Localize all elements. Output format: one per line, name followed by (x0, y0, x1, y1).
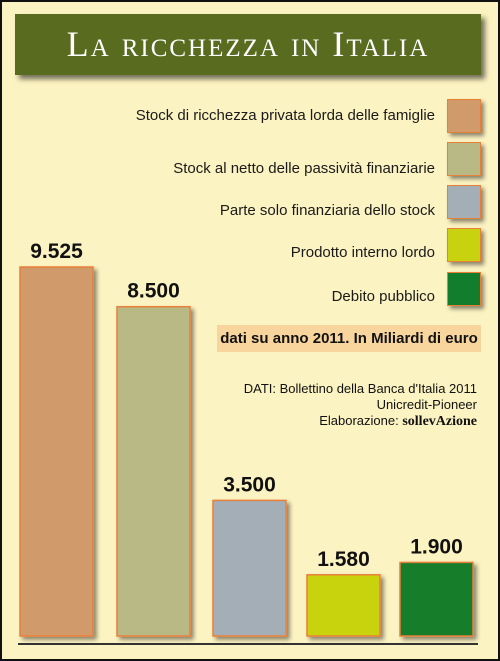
legend-swatch-public-debt (447, 272, 481, 306)
source-line-2: Unicredit-Pioneer (376, 397, 477, 412)
data-note: dati su anno 2011. In Miliardi di euro (217, 325, 481, 352)
legend-label-financial-part: Parte solo finanziaria dello stock (219, 202, 435, 219)
bar-gdp (306, 574, 381, 637)
bar-financial-part (212, 499, 287, 637)
legend-swatch-gross-wealth (447, 99, 481, 133)
legend-swatch-financial-part (447, 185, 481, 219)
credit-prefix: Elaborazione: (319, 413, 403, 428)
legend-label-public-debt: Debito pubblico (331, 288, 435, 305)
chart-title: La ricchezza in Italia (66, 24, 430, 64)
value-label-public-debt: 1.900 (410, 535, 463, 558)
legend-label-gross-wealth: Stock di ricchezza privata lorda delle f… (135, 107, 435, 124)
legend-swatch-gdp (447, 228, 481, 262)
bar-gross-wealth (19, 266, 94, 637)
bar-net-wealth (116, 305, 191, 637)
value-label-financial-part: 3.500 (223, 473, 276, 496)
value-label-gross-wealth: 9.525 (30, 240, 83, 263)
credit-brand: sollevAzione (402, 414, 477, 429)
legend-label-net-wealth: Stock al netto delle passività finanziar… (173, 160, 435, 177)
legend-swatch-net-wealth (447, 142, 481, 176)
title-band: La ricchezza in Italia (15, 14, 481, 75)
value-label-net-wealth: 8.500 (127, 280, 180, 303)
value-label-gdp: 1.580 (317, 548, 370, 571)
credit-line: Elaborazione: sollevAzione (319, 413, 477, 430)
source-line: DATI: Bollettino della Banca d'Italia 20… (243, 381, 477, 396)
baseline-rule (18, 643, 478, 645)
bar-public-debt (399, 561, 474, 637)
legend-label-gdp: Prodotto interno lordo (290, 244, 435, 261)
